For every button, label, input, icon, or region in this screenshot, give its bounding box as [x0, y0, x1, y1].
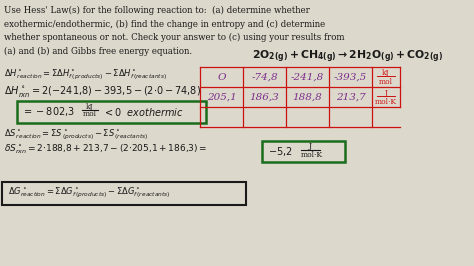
Text: $\mathbf{2O_{2(g)} + CH_{4(g)} \rightarrow 2H_2O_{(g)} + CO_{2(g)}}$: $\mathbf{2O_{2(g)} + CH_{4(g)} \rightarr…	[252, 49, 443, 65]
Text: $\Delta S^\circ_{\,reaction} = \Sigma S^\circ_{\,(products)} - \Sigma S^\circ_{\: $\Delta S^\circ_{\,reaction} = \Sigma S^…	[4, 128, 148, 142]
Text: 188,8: 188,8	[292, 93, 322, 102]
Text: Use Hess' Law(s) for the following reaction to:  (a) determine whether: Use Hess' Law(s) for the following react…	[4, 6, 310, 15]
Text: -241,8: -241,8	[291, 73, 324, 81]
Text: (a) and (b) and Gibbs free energy equation.: (a) and (b) and Gibbs free energy equati…	[4, 47, 192, 56]
Text: $-5{,}2$: $-5{,}2$	[268, 144, 292, 157]
Text: 213,7: 213,7	[336, 93, 365, 102]
Text: -74,8: -74,8	[251, 73, 278, 81]
Text: $= -802{,}3$: $= -802{,}3$	[22, 105, 75, 118]
Text: O: O	[217, 73, 226, 81]
Text: $\Delta H^\circ_{rxn} = 2(-241{,}8) - 393{,}5 - (2{\cdot}0 - 74{,}8)$: $\Delta H^\circ_{rxn} = 2(-241{,}8) - 39…	[4, 84, 201, 99]
Text: $< 0 \;\; exothermic$: $< 0 \;\; exothermic$	[103, 106, 183, 118]
Text: 186,3: 186,3	[250, 93, 279, 102]
Text: kJ: kJ	[382, 69, 390, 77]
Text: $\Delta G^\circ_{reaction} = \Sigma\Delta G^\circ_{f\,(products)} - \Sigma\Delta: $\Delta G^\circ_{reaction} = \Sigma\Delt…	[8, 186, 171, 200]
Text: mol·K: mol·K	[301, 151, 323, 159]
Text: mol: mol	[379, 78, 393, 86]
Text: J: J	[384, 89, 388, 97]
Text: -393,5: -393,5	[334, 73, 367, 81]
Text: $\Delta H^\circ_{\,reaction} = \Sigma\Delta H^\circ_{f\,(products)} - \Sigma\Del: $\Delta H^\circ_{\,reaction} = \Sigma\De…	[4, 68, 167, 82]
Text: 205,1: 205,1	[207, 93, 237, 102]
Text: mol·K: mol·K	[375, 98, 397, 106]
Text: $\delta S^\circ_{rxn} = 2{\cdot}188{,}8 + 213{,}7 - (2{\cdot}205{,}1 + 186{,}3) : $\delta S^\circ_{rxn} = 2{\cdot}188{,}8 …	[4, 143, 208, 156]
Text: mol: mol	[83, 110, 97, 118]
Text: exothermic/endothermic, (b) find the change in entropy and (c) determine: exothermic/endothermic, (b) find the cha…	[4, 19, 325, 29]
Text: whether spontaneous or not. Check your answer to (c) using your results from: whether spontaneous or not. Check your a…	[4, 33, 345, 42]
Text: kJ: kJ	[86, 103, 94, 111]
Text: J: J	[309, 142, 311, 150]
